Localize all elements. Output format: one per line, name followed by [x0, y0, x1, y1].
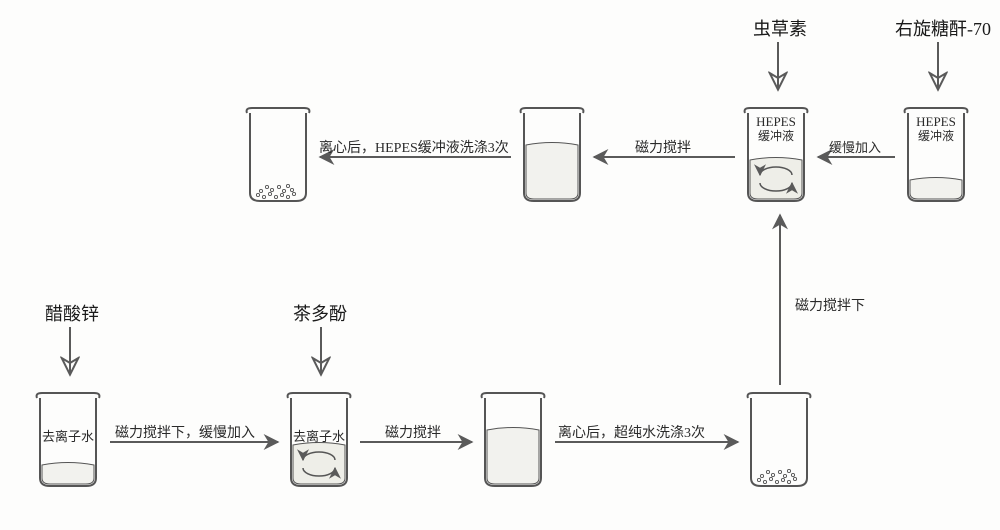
- input-label-ia4: 右旋糖酐-70: [895, 15, 991, 41]
- beaker-label: HEPES缓冲液: [749, 115, 803, 144]
- input-label-ia1: 醋酸锌: [45, 300, 99, 326]
- arrow-label-vertical: 磁力搅拌下: [795, 295, 865, 315]
- beaker-b6: HEPES缓冲液: [900, 105, 972, 205]
- input-label-ia2: 茶多酚: [293, 300, 347, 326]
- beaker-label-line1: HEPES: [749, 115, 803, 130]
- arrow-label-h7: 离心后，HEPES缓冲液洗涤3次: [319, 137, 509, 157]
- beaker-label: HEPES缓冲液: [909, 115, 963, 144]
- arrow-label-h5: 缓慢加入: [829, 137, 881, 156]
- beaker-label-line1: HEPES: [909, 115, 963, 130]
- input-label-ia3: 虫草素: [753, 15, 807, 41]
- beaker-label: 去离子水: [292, 430, 346, 445]
- arrow-label-h6: 磁力搅拌: [635, 137, 691, 157]
- beaker-b7: [516, 105, 588, 205]
- arrow-label-h2: 磁力搅拌: [385, 422, 441, 442]
- beaker-b3: [477, 390, 549, 490]
- beaker-b5: HEPES缓冲液: [740, 105, 812, 205]
- beaker-label: 去离子水: [41, 430, 95, 445]
- arrow-label-h1: 磁力搅拌下，缓慢加入: [115, 422, 255, 442]
- arrow-label-h3: 离心后，超纯水洗涤3次: [558, 422, 705, 442]
- beaker-b1: 去离子水: [32, 390, 104, 490]
- beaker-b4: [743, 390, 815, 490]
- beaker-label-line2: 缓冲液: [909, 130, 963, 144]
- beaker-b8: [242, 105, 314, 205]
- beaker-label-line2: 缓冲液: [749, 130, 803, 144]
- beaker-b2: 去离子水: [283, 390, 355, 490]
